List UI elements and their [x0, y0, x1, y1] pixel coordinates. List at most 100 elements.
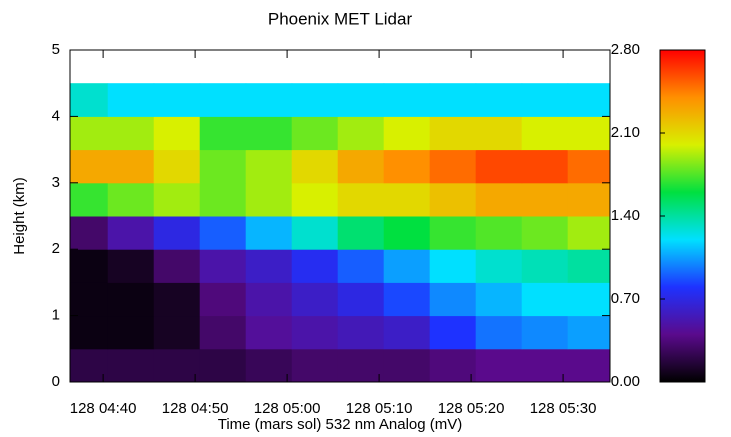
heat-cell — [475, 348, 523, 382]
heat-cell — [153, 182, 201, 217]
heat-cell — [199, 348, 247, 382]
heat-cell — [107, 282, 155, 317]
y-tick-label: 1 — [52, 307, 60, 324]
colorbar — [659, 49, 706, 383]
heat-cell — [199, 149, 247, 184]
heat-cell — [153, 282, 201, 317]
heat-cell — [70, 282, 109, 317]
x-tick-label: 128 05:30 — [530, 400, 597, 417]
heat-cell — [245, 116, 293, 151]
heat-cell — [245, 149, 293, 184]
heat-cell — [429, 315, 477, 350]
heat-cell — [429, 83, 477, 117]
heat-cell — [107, 249, 155, 283]
heat-cell — [107, 149, 155, 184]
heat-cell — [567, 282, 610, 317]
y-tick-label: 5 — [52, 41, 60, 58]
heat-cell — [153, 116, 201, 151]
heat-cell — [107, 182, 155, 217]
heat-cell — [291, 249, 339, 283]
heat-cell — [429, 216, 477, 250]
heat-cell — [567, 182, 610, 217]
heat-cell — [291, 116, 339, 151]
heat-cell — [245, 83, 293, 117]
heat-cell — [153, 149, 201, 184]
heat-cell — [521, 282, 569, 317]
heat-cell — [70, 83, 109, 117]
x-tick-label: 128 05:20 — [438, 400, 505, 417]
heat-cell — [291, 182, 339, 217]
heat-cell — [429, 282, 477, 317]
heat-cell — [337, 315, 385, 350]
x-tick-label: 128 04:50 — [162, 400, 229, 417]
x-tick-label: 128 05:10 — [346, 400, 413, 417]
heat-cell — [521, 83, 569, 117]
heat-cell — [383, 315, 431, 350]
heat-cell — [337, 149, 385, 184]
heat-cell — [199, 282, 247, 317]
heat-cell — [199, 182, 247, 217]
chart-title: Phoenix MET Lidar — [268, 9, 413, 28]
heat-cell — [153, 315, 201, 350]
heat-cell — [70, 216, 109, 250]
heat-cell — [337, 249, 385, 283]
y-tick-label: 2 — [52, 240, 60, 257]
heat-cell — [567, 249, 610, 283]
heat-cell — [153, 249, 201, 283]
heat-cell — [70, 116, 109, 151]
y-axis-label: Height (km) — [11, 177, 28, 255]
heat-cell — [383, 149, 431, 184]
heat-cell — [245, 182, 293, 217]
heat-cell — [199, 83, 247, 117]
heat-cell — [429, 348, 477, 382]
colorbar-tick-label: 2.80 — [611, 41, 640, 58]
heat-cell — [383, 282, 431, 317]
heat-cell — [521, 116, 569, 151]
heat-cell — [475, 216, 523, 250]
heat-cell — [291, 83, 339, 117]
heat-cell — [107, 83, 155, 117]
heat-cell — [567, 348, 610, 382]
heat-cell — [383, 182, 431, 217]
heat-cell — [291, 348, 339, 382]
heat-cell — [291, 282, 339, 317]
heat-cell — [291, 315, 339, 350]
colorbar-tick-label: 0.70 — [611, 290, 640, 307]
heat-cell — [245, 315, 293, 350]
heat-cell — [245, 216, 293, 250]
heat-cell — [291, 216, 339, 250]
heat-cell — [567, 116, 610, 151]
heat-cell — [567, 216, 610, 250]
heat-cell — [567, 83, 610, 117]
heat-cell — [291, 149, 339, 184]
heat-cell — [567, 149, 610, 184]
heat-cell — [475, 182, 523, 217]
heat-cell — [383, 348, 431, 382]
heat-cell — [429, 149, 477, 184]
heat-cell — [245, 249, 293, 283]
heat-cell — [153, 83, 201, 117]
x-tick-label: 128 05:00 — [254, 400, 321, 417]
heat-cell — [521, 249, 569, 283]
heat-cell — [199, 216, 247, 250]
heat-cell — [475, 282, 523, 317]
heat-cell — [107, 116, 155, 151]
heat-cell — [521, 348, 569, 382]
heat-cell — [429, 249, 477, 283]
heat-cell — [383, 249, 431, 283]
heat-cell — [153, 348, 201, 382]
heat-cell — [475, 83, 523, 117]
heat-cell — [475, 249, 523, 283]
heat-cell — [337, 348, 385, 382]
heat-cell — [70, 348, 109, 382]
heat-cell — [70, 249, 109, 283]
plot-frame — [69, 49, 611, 383]
heat-cell — [337, 216, 385, 250]
heat-cell — [107, 348, 155, 382]
colorbar-tick-label: 0.00 — [611, 373, 640, 390]
colorbar-tick-label: 2.10 — [611, 124, 640, 141]
heat-cell — [199, 116, 247, 151]
heat-cell — [337, 83, 385, 117]
heat-cell — [521, 315, 569, 350]
